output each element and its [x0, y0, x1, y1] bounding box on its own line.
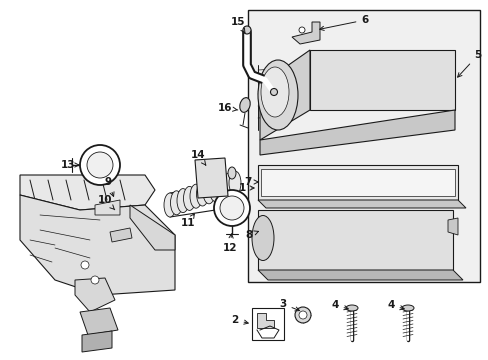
Ellipse shape: [228, 171, 241, 195]
Text: 6: 6: [319, 15, 368, 31]
Polygon shape: [82, 331, 112, 352]
Text: 13: 13: [61, 160, 79, 170]
Text: 7: 7: [244, 177, 258, 187]
Text: 15: 15: [230, 17, 245, 33]
Bar: [258, 165, 457, 200]
Ellipse shape: [177, 189, 189, 213]
Circle shape: [214, 190, 249, 226]
Text: 8: 8: [245, 230, 258, 240]
Ellipse shape: [401, 305, 413, 311]
Ellipse shape: [261, 67, 288, 117]
Polygon shape: [80, 308, 118, 335]
Text: 10: 10: [98, 195, 115, 210]
Text: 14: 14: [190, 150, 205, 165]
Text: 1: 1: [238, 183, 254, 193]
Text: 4: 4: [331, 300, 347, 310]
Ellipse shape: [203, 180, 215, 204]
Circle shape: [220, 196, 244, 220]
Polygon shape: [195, 158, 227, 198]
Circle shape: [91, 276, 99, 284]
Circle shape: [87, 152, 113, 178]
Polygon shape: [95, 200, 120, 215]
Circle shape: [298, 27, 305, 33]
Circle shape: [81, 261, 89, 269]
Polygon shape: [257, 313, 273, 328]
Polygon shape: [291, 22, 319, 44]
Ellipse shape: [270, 89, 277, 95]
Polygon shape: [260, 50, 309, 140]
Ellipse shape: [209, 177, 221, 202]
Polygon shape: [110, 228, 132, 242]
Bar: [247, 10, 479, 282]
Ellipse shape: [239, 98, 250, 112]
Ellipse shape: [163, 193, 176, 217]
Ellipse shape: [190, 184, 202, 208]
Text: 12: 12: [223, 234, 237, 253]
Ellipse shape: [346, 305, 357, 311]
Ellipse shape: [258, 60, 297, 130]
Ellipse shape: [216, 175, 227, 199]
Polygon shape: [20, 195, 175, 295]
Ellipse shape: [227, 167, 236, 179]
Text: 9: 9: [104, 177, 114, 197]
Polygon shape: [258, 270, 462, 280]
Ellipse shape: [196, 182, 208, 206]
Circle shape: [298, 311, 306, 319]
Circle shape: [294, 307, 310, 323]
Text: 4: 4: [386, 300, 404, 310]
Text: 16: 16: [217, 103, 237, 113]
Text: 5: 5: [457, 50, 481, 77]
Bar: [261, 169, 454, 196]
Bar: [251, 308, 284, 340]
Polygon shape: [130, 205, 175, 250]
Circle shape: [80, 145, 120, 185]
Text: 2: 2: [231, 315, 248, 325]
Polygon shape: [20, 175, 155, 210]
Ellipse shape: [251, 216, 273, 261]
Ellipse shape: [222, 173, 234, 197]
Ellipse shape: [243, 26, 250, 34]
Polygon shape: [447, 218, 457, 235]
Polygon shape: [75, 278, 115, 312]
Ellipse shape: [170, 191, 182, 215]
Ellipse shape: [183, 186, 195, 210]
Polygon shape: [309, 50, 454, 110]
Polygon shape: [260, 110, 454, 155]
Bar: [258, 210, 452, 270]
Text: 11: 11: [181, 214, 195, 228]
Polygon shape: [258, 200, 465, 208]
Text: 3: 3: [279, 299, 299, 311]
